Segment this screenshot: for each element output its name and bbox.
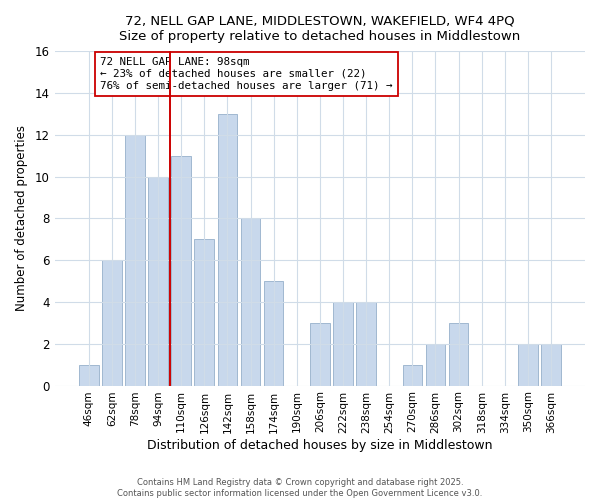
Bar — [79, 364, 98, 386]
Bar — [102, 260, 122, 386]
Text: Contains HM Land Registry data © Crown copyright and database right 2025.
Contai: Contains HM Land Registry data © Crown c… — [118, 478, 482, 498]
Bar — [218, 114, 237, 386]
Bar — [425, 344, 445, 386]
Text: 72 NELL GAP LANE: 98sqm
← 23% of detached houses are smaller (22)
76% of semi-de: 72 NELL GAP LANE: 98sqm ← 23% of detache… — [100, 58, 393, 90]
Bar — [518, 344, 538, 386]
Bar — [264, 281, 283, 386]
Bar — [449, 323, 469, 386]
Bar — [172, 156, 191, 386]
Bar — [241, 218, 260, 386]
Bar — [356, 302, 376, 386]
Y-axis label: Number of detached properties: Number of detached properties — [15, 126, 28, 312]
Bar — [333, 302, 353, 386]
Title: 72, NELL GAP LANE, MIDDLESTOWN, WAKEFIELD, WF4 4PQ
Size of property relative to : 72, NELL GAP LANE, MIDDLESTOWN, WAKEFIEL… — [119, 15, 521, 43]
Bar — [310, 323, 330, 386]
Bar — [194, 239, 214, 386]
Bar — [403, 364, 422, 386]
Bar — [148, 176, 168, 386]
Bar — [541, 344, 561, 386]
Bar — [125, 134, 145, 386]
X-axis label: Distribution of detached houses by size in Middlestown: Distribution of detached houses by size … — [147, 440, 493, 452]
